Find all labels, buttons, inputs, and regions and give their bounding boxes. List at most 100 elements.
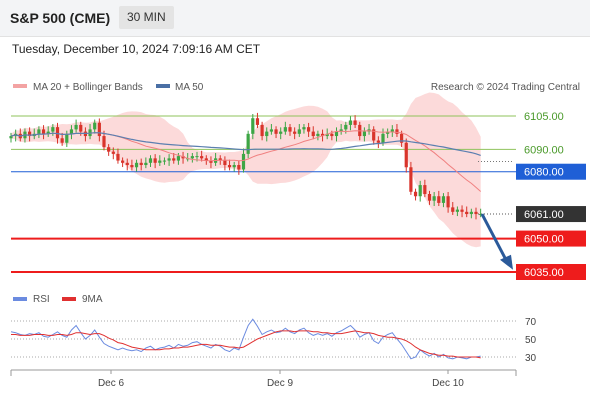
candle-body <box>204 158 208 161</box>
level-label-box <box>516 230 586 247</box>
candle-body <box>28 131 32 137</box>
candle-body <box>125 162 129 166</box>
candle-body <box>65 133 69 143</box>
candle-body <box>325 133 329 137</box>
rsi-ma-legend-label: 9MA <box>82 294 103 305</box>
candle-body <box>320 133 325 137</box>
rsi-line <box>10 318 481 360</box>
level-label: 6090.00 <box>524 144 564 156</box>
timestamp: Tuesday, December 10, 2024 7:09:16 AM CE… <box>12 42 261 56</box>
candle-body <box>255 118 260 125</box>
candle-body <box>139 162 143 166</box>
candle-body <box>381 133 385 143</box>
candle-body <box>344 124 348 130</box>
candle-body <box>74 124 78 130</box>
candle-body <box>307 127 311 132</box>
candle-body <box>162 160 167 162</box>
candle-body <box>390 129 394 132</box>
projection-arrow-line <box>480 213 509 263</box>
ma20-legend-label: MA 20 + Bollinger Bands <box>33 82 143 93</box>
candle-body <box>283 127 287 132</box>
candle-body <box>265 131 269 137</box>
candle-body <box>451 207 455 212</box>
candle-body <box>41 129 46 134</box>
x-tick-label: Dec 10 <box>432 378 464 389</box>
candle-body <box>404 142 408 168</box>
candle-body <box>311 131 315 137</box>
candle-body <box>46 131 50 134</box>
candle-body <box>116 153 120 161</box>
candle-body <box>37 129 41 134</box>
candle-body <box>60 138 64 143</box>
candle-body <box>51 127 55 132</box>
candle-body <box>176 156 180 161</box>
candle-body <box>181 156 185 159</box>
candle-body <box>79 124 83 132</box>
candle-body <box>134 162 139 168</box>
rsi-ma-line <box>11 330 481 359</box>
rsi-legend-swatch <box>13 297 27 301</box>
level-label: 6080.00 <box>524 167 564 179</box>
rsi-level-label: 30 <box>525 353 537 364</box>
candle-body <box>423 185 427 194</box>
candle-body <box>372 129 376 141</box>
candle-body <box>409 167 413 192</box>
timeframe-button[interactable]: 30 MIN <box>119 6 174 29</box>
candle-body <box>432 196 436 201</box>
level-label: 6061.00 <box>524 209 564 221</box>
candle-body <box>111 151 115 154</box>
candle-body <box>97 122 101 137</box>
rsi-level-label: 70 <box>525 317 537 328</box>
candle-body <box>269 129 273 132</box>
candle-body <box>200 156 204 159</box>
candle-body <box>190 156 194 159</box>
candle-body <box>232 165 236 168</box>
candle-body <box>465 211 469 215</box>
candle-body <box>107 147 111 152</box>
copyright-text: Research © 2024 Trading Central <box>431 82 580 93</box>
instrument-title: S&P 500 (CME) <box>10 10 111 26</box>
candle-body <box>479 214 483 216</box>
candle-body <box>302 127 306 130</box>
x-tick-label: Dec 9 <box>267 378 294 389</box>
level-label: 6050.00 <box>524 234 564 246</box>
candle-body <box>288 127 292 132</box>
candle-body <box>339 129 343 132</box>
candle-body <box>93 122 97 130</box>
candle-body <box>260 124 264 137</box>
candle-body <box>316 133 320 137</box>
candle-body <box>274 129 278 134</box>
candle-body <box>474 211 478 215</box>
candle-body <box>376 140 380 143</box>
rsi-level-label: 50 <box>525 335 537 346</box>
candle-body <box>395 129 399 134</box>
candle-body <box>297 129 301 134</box>
candle-body <box>460 209 464 212</box>
candle-body <box>227 165 232 168</box>
candle-body <box>158 160 162 163</box>
candle-body <box>144 162 148 166</box>
candle-body <box>386 131 390 134</box>
candle-body <box>55 127 60 139</box>
candle-body <box>413 191 418 197</box>
candle-body <box>334 131 339 137</box>
candle-body <box>246 133 250 154</box>
candle-body <box>437 196 441 203</box>
candle-body <box>427 194 432 201</box>
level-label-box <box>516 206 586 223</box>
candle-body <box>455 209 459 212</box>
level-label: 6105.00 <box>524 111 564 123</box>
rsi-legend-label: RSI <box>33 294 50 305</box>
rsi-ma-legend-swatch <box>62 297 76 301</box>
candle-body <box>353 120 357 125</box>
projection-arrow-head <box>500 254 513 270</box>
candle-body <box>102 136 106 148</box>
level-label-box <box>516 163 586 180</box>
candle-body <box>121 160 125 163</box>
ma20-legend-swatch <box>13 84 27 88</box>
candle-body <box>418 185 422 197</box>
ma50-legend-label: MA 50 <box>175 82 204 93</box>
candle-body <box>348 120 353 125</box>
ma50-legend-swatch <box>156 84 170 88</box>
